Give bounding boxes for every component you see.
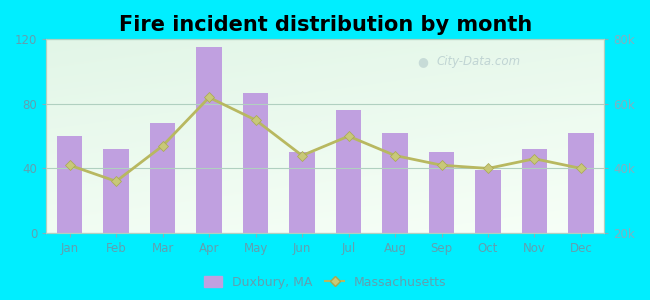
Bar	[475, 170, 500, 233]
Text: ●: ●	[417, 55, 428, 68]
Legend: Duxbury, MA, Massachusetts: Duxbury, MA, Massachusetts	[198, 271, 452, 294]
Bar	[243, 93, 268, 233]
Bar	[57, 136, 83, 233]
Text: City-Data.com: City-Data.com	[437, 55, 521, 68]
Bar	[336, 110, 361, 233]
Bar	[150, 123, 176, 233]
Bar	[382, 133, 408, 233]
Bar	[289, 152, 315, 233]
Bar	[522, 149, 547, 233]
Bar	[103, 149, 129, 233]
Bar	[429, 152, 454, 233]
Bar	[196, 47, 222, 233]
Title: Fire incident distribution by month: Fire incident distribution by month	[119, 15, 532, 35]
Bar	[568, 133, 593, 233]
